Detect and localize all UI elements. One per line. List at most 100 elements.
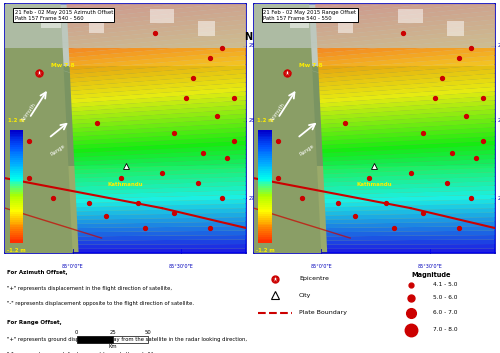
Polygon shape [69,33,246,53]
Polygon shape [10,201,23,204]
Polygon shape [258,196,272,198]
Text: City: City [299,293,312,298]
Text: Azimuth: Azimuth [20,102,38,122]
Polygon shape [316,15,495,37]
Text: Kathmandu: Kathmandu [108,182,144,187]
Polygon shape [258,180,272,183]
Polygon shape [258,160,272,163]
Polygon shape [318,55,495,74]
Polygon shape [10,158,23,161]
Polygon shape [78,240,246,245]
Polygon shape [258,214,272,217]
Polygon shape [78,249,246,253]
Polygon shape [10,180,23,183]
Polygon shape [258,166,272,168]
Polygon shape [10,166,23,168]
Polygon shape [258,139,272,142]
Polygon shape [10,207,23,209]
Polygon shape [10,235,23,238]
Text: 85°30'0"E: 85°30'0"E [418,264,442,269]
Polygon shape [324,168,495,178]
Polygon shape [254,4,495,66]
Polygon shape [322,132,495,145]
Text: 21 Feb - 02 May 2015 Range Offset
Path 157 Frame 540 - 550: 21 Feb - 02 May 2015 Range Offset Path 1… [264,10,356,20]
Polygon shape [322,136,495,149]
Polygon shape [258,192,272,195]
Polygon shape [68,19,246,41]
Polygon shape [68,1,246,24]
Text: Magnitude: Magnitude [412,272,451,278]
Polygon shape [74,159,246,170]
Polygon shape [323,159,495,170]
Polygon shape [258,209,272,211]
Polygon shape [75,176,246,186]
Polygon shape [10,160,23,163]
Polygon shape [10,227,23,230]
Polygon shape [76,190,246,199]
Polygon shape [68,15,246,37]
Text: 21 Feb - 02 May 2015 Azimuth Offset
Path 157 Frame 540 - 560: 21 Feb - 02 May 2015 Azimuth Offset Path… [14,10,113,20]
Polygon shape [10,179,23,181]
Polygon shape [315,0,495,8]
Polygon shape [77,213,246,220]
Text: 27°30'N: 27°30'N [498,196,500,201]
Polygon shape [254,66,495,166]
Polygon shape [10,203,23,205]
Polygon shape [317,29,495,49]
Polygon shape [10,190,23,192]
Polygon shape [258,201,272,204]
Polygon shape [258,147,272,149]
Polygon shape [316,11,495,32]
Polygon shape [70,64,246,83]
Polygon shape [258,171,272,174]
Text: 27°30'N: 27°30'N [249,196,269,201]
Polygon shape [321,114,495,128]
Polygon shape [10,209,23,211]
Polygon shape [76,199,246,207]
Polygon shape [258,207,272,209]
Polygon shape [258,184,272,187]
Polygon shape [326,231,495,237]
Polygon shape [10,147,23,149]
Polygon shape [322,145,495,157]
Polygon shape [258,177,272,179]
Polygon shape [78,244,246,249]
Polygon shape [10,162,23,164]
Polygon shape [77,217,246,224]
Polygon shape [10,149,23,151]
Polygon shape [258,229,272,232]
Text: "-" represents displacement opposite to the flight direction of satellite.: "-" represents displacement opposite to … [8,301,194,306]
Polygon shape [10,132,23,134]
Polygon shape [325,204,495,211]
Polygon shape [10,223,23,226]
Polygon shape [318,47,495,66]
Polygon shape [326,235,495,240]
Polygon shape [258,226,272,228]
Polygon shape [75,172,246,182]
Polygon shape [258,205,272,208]
Polygon shape [77,222,246,228]
Polygon shape [258,222,272,224]
Text: 1.2 m: 1.2 m [257,118,274,123]
Polygon shape [78,231,246,237]
Polygon shape [319,69,495,87]
Polygon shape [318,51,495,70]
Polygon shape [67,0,246,12]
Polygon shape [258,158,272,161]
Polygon shape [319,73,495,91]
Text: Kathmandu: Kathmandu [356,182,392,187]
Polygon shape [398,8,422,24]
Polygon shape [10,233,23,235]
Polygon shape [258,154,272,157]
Polygon shape [327,249,495,253]
Text: 28°00'N: 28°00'N [498,118,500,123]
Text: -1.2 m: -1.2 m [7,248,26,253]
Text: Range: Range [298,143,315,157]
Polygon shape [10,214,23,217]
Polygon shape [258,136,272,138]
Polygon shape [71,82,246,99]
Polygon shape [254,4,321,253]
Polygon shape [10,164,23,166]
Polygon shape [319,64,495,83]
Polygon shape [10,205,23,208]
